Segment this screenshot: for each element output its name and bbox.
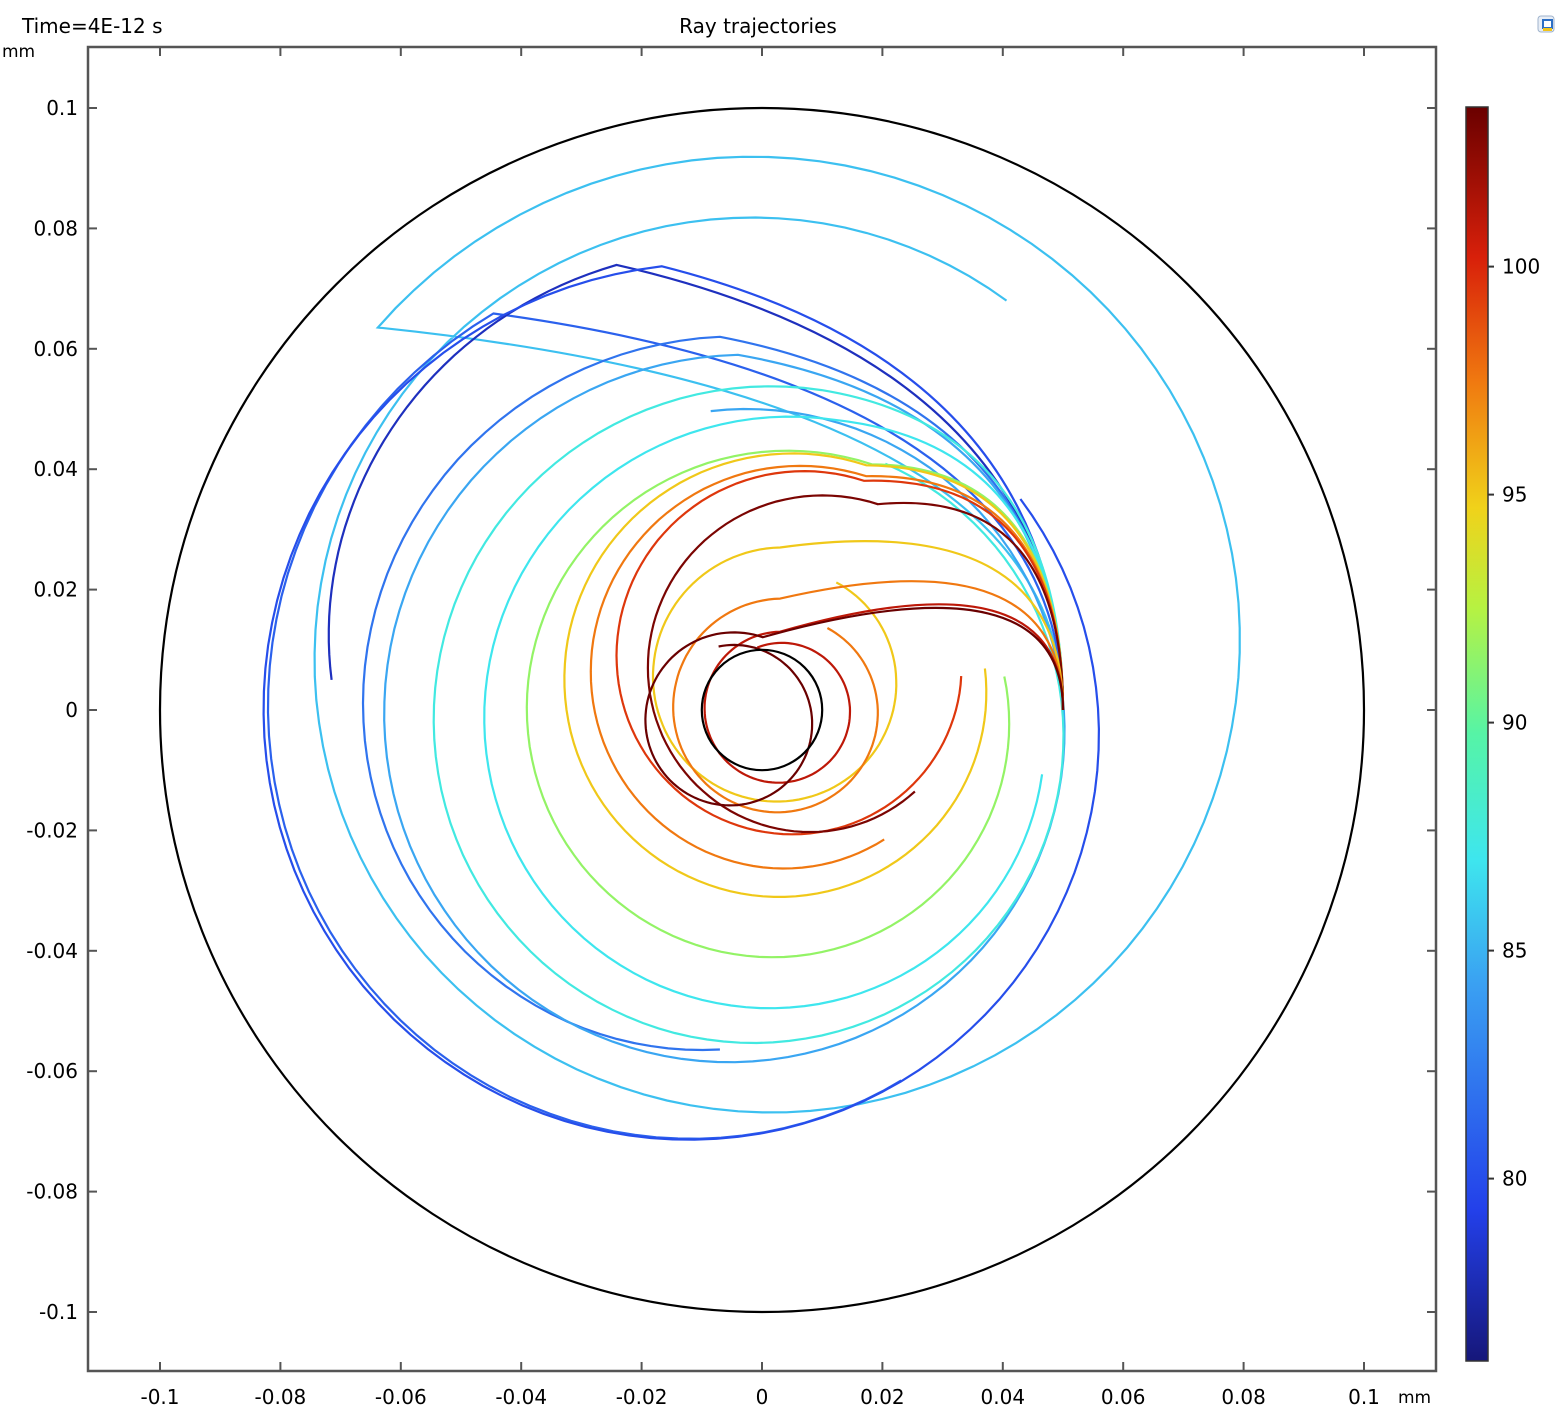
y-tick-label: 0.1 bbox=[46, 96, 78, 120]
colorbar-tick-label: 80 bbox=[1502, 1167, 1527, 1191]
colorbar-ticks: 80 85 90 95 100 bbox=[1488, 255, 1540, 1191]
x-tick-label: -0.06 bbox=[375, 1385, 427, 1409]
time-label: Time=4E-12 s bbox=[21, 14, 163, 38]
colorbar-tick-label: 85 bbox=[1502, 939, 1527, 963]
ray-trajectory-16 bbox=[644, 606, 1065, 807]
ray-trajectory-10 bbox=[589, 464, 1065, 870]
y-tick-label: -0.02 bbox=[26, 818, 78, 842]
ray-trajectory-3 bbox=[262, 265, 1101, 1141]
colorbar-tick-label: 95 bbox=[1502, 483, 1527, 507]
ray-trajectory-8 bbox=[525, 449, 1065, 959]
ray-trajectory-1 bbox=[266, 312, 1065, 1140]
ray-trajectory-5 bbox=[383, 353, 1066, 1064]
ray-trajectories bbox=[262, 155, 1241, 1141]
axis-ticks bbox=[88, 47, 1436, 1371]
x-tick-label: 0.1 bbox=[1348, 1385, 1380, 1409]
x-tick-label: 0.08 bbox=[1221, 1385, 1266, 1409]
chart-title: Ray trajectories bbox=[679, 14, 837, 38]
x-axis-unit: mm bbox=[1398, 1388, 1431, 1408]
x-tick-label: 0.02 bbox=[860, 1385, 905, 1409]
colorbar-tick-label: 100 bbox=[1502, 255, 1540, 279]
y-tick-label: 0 bbox=[65, 698, 78, 722]
ray-trajectory-15 bbox=[703, 603, 1065, 784]
y-tick-label: -0.08 bbox=[26, 1180, 78, 1204]
colorbar bbox=[1465, 106, 1489, 1362]
ray-trajectory-11 bbox=[615, 469, 1065, 836]
y-tick-label: 0.04 bbox=[33, 457, 78, 481]
ray-trajectory-0 bbox=[313, 155, 1241, 1114]
x-tick-label: 0 bbox=[756, 1385, 769, 1409]
x-tick-label: 0.06 bbox=[1101, 1385, 1146, 1409]
y-tick-label: -0.06 bbox=[26, 1059, 78, 1083]
y-tick-label: 0.06 bbox=[33, 337, 78, 361]
y-axis-unit: mm bbox=[2, 42, 35, 62]
y-tick-label: 0.08 bbox=[33, 216, 78, 240]
outer-boundary-circle bbox=[158, 106, 1366, 1314]
ray-trajectory-14 bbox=[672, 580, 1065, 814]
axis-tick-labels: -0.1 -0.08 -0.06 -0.04 -0.02 0 0.02 0.04 0.06 0.0… bbox=[26, 96, 1380, 1409]
y-tick-label: -0.04 bbox=[26, 939, 78, 963]
colorbar-tick-label: 90 bbox=[1502, 711, 1527, 735]
y-tick-label: -0.1 bbox=[39, 1300, 78, 1324]
x-tick-label: -0.02 bbox=[616, 1385, 668, 1409]
y-tick-label: 0.02 bbox=[33, 578, 78, 602]
ray-trajectory-6 bbox=[432, 385, 1065, 1045]
x-tick-label: -0.04 bbox=[495, 1385, 547, 1409]
toolbar-window-icon[interactable] bbox=[1534, 12, 1556, 36]
inner-boundary-circle bbox=[700, 648, 824, 772]
ray-trajectory-9 bbox=[563, 452, 1065, 898]
ray-trajectory-7 bbox=[483, 415, 1065, 1010]
ray-trajectory-12 bbox=[646, 494, 1065, 834]
x-tick-label: -0.1 bbox=[140, 1385, 179, 1409]
geometry-boundaries bbox=[158, 106, 1366, 1314]
x-tick-label: 0.04 bbox=[981, 1385, 1026, 1409]
ray-trajectory-13 bbox=[651, 540, 1065, 803]
x-tick-label: -0.08 bbox=[255, 1385, 307, 1409]
